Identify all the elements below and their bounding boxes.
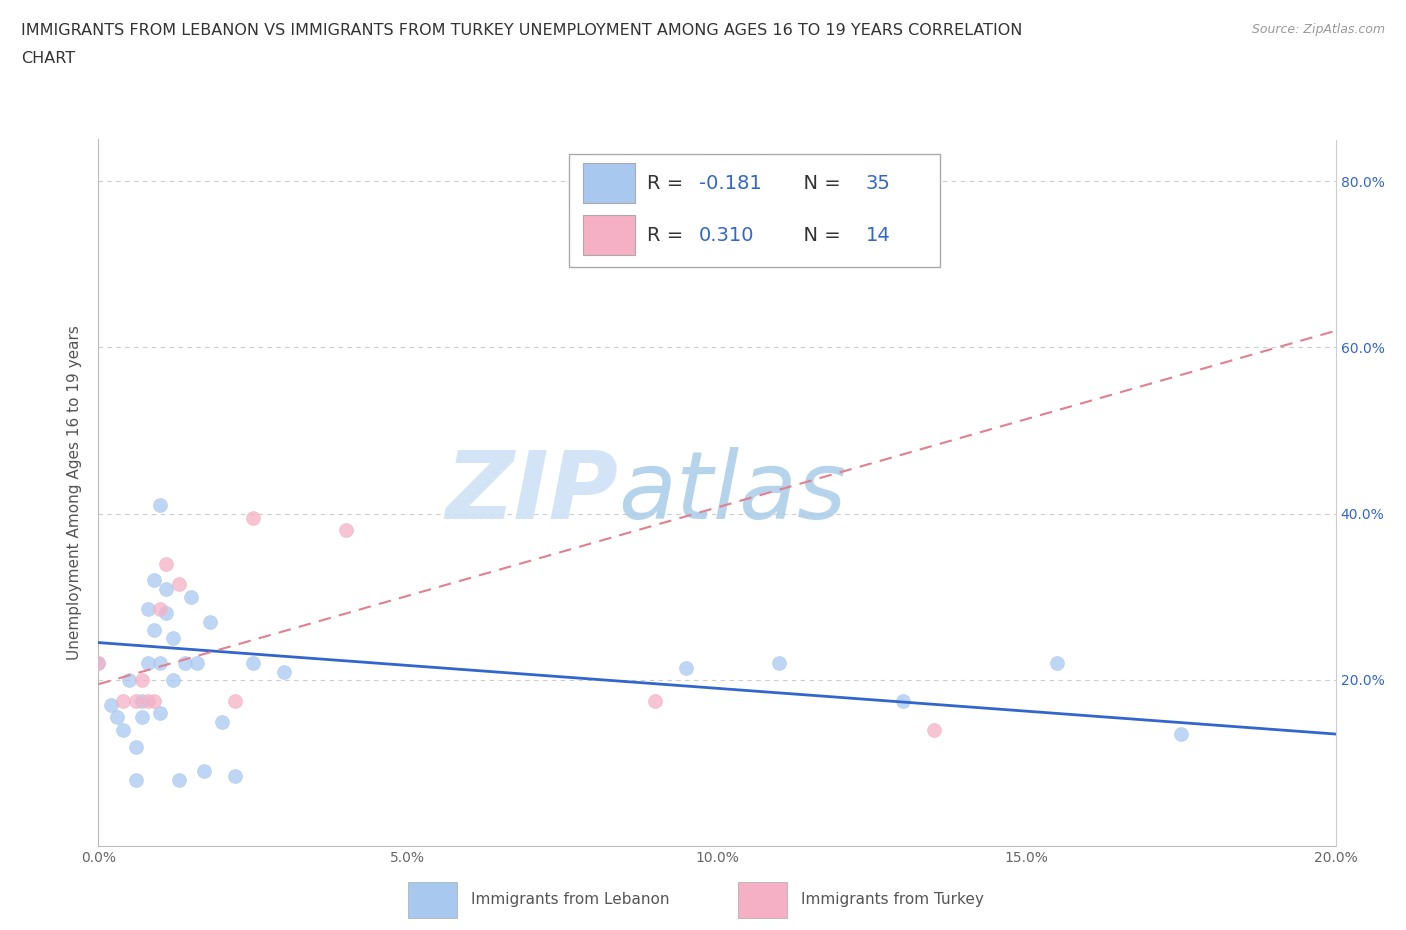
Point: [112, 694, 135, 709]
Point: [167, 772, 190, 787]
Text: R =: R =: [647, 226, 689, 245]
Point: [242, 656, 264, 671]
Point: [162, 631, 184, 645]
Point: [335, 523, 357, 538]
Point: [149, 498, 172, 512]
Text: CHART: CHART: [21, 51, 75, 66]
Point: [149, 706, 172, 721]
Text: -0.181: -0.181: [699, 174, 761, 193]
Text: 35: 35: [866, 174, 890, 193]
Point: [273, 664, 295, 679]
Point: [143, 623, 166, 638]
Point: [131, 710, 153, 724]
Text: ZIP: ZIP: [446, 447, 619, 538]
Point: [768, 656, 790, 671]
Point: [174, 656, 197, 671]
Text: Immigrants from Lebanon: Immigrants from Lebanon: [471, 892, 669, 908]
Point: [87, 656, 110, 671]
Point: [675, 660, 697, 675]
Point: [124, 739, 146, 754]
Point: [167, 577, 190, 591]
Text: atlas: atlas: [619, 447, 846, 538]
Point: [131, 694, 153, 709]
FancyBboxPatch shape: [738, 882, 787, 918]
Point: [143, 694, 166, 709]
Point: [118, 672, 141, 687]
Point: [242, 511, 264, 525]
Point: [891, 694, 914, 709]
Text: IMMIGRANTS FROM LEBANON VS IMMIGRANTS FROM TURKEY UNEMPLOYMENT AMONG AGES 16 TO : IMMIGRANTS FROM LEBANON VS IMMIGRANTS FR…: [21, 23, 1022, 38]
Point: [211, 714, 233, 729]
Point: [149, 602, 172, 617]
Point: [136, 694, 159, 709]
Point: [644, 694, 666, 709]
Point: [136, 602, 159, 617]
Text: 0.310: 0.310: [699, 226, 754, 245]
Point: [1046, 656, 1069, 671]
Point: [1170, 726, 1192, 741]
Point: [112, 723, 135, 737]
FancyBboxPatch shape: [568, 153, 939, 267]
Point: [155, 606, 177, 621]
Point: [143, 573, 166, 588]
Point: [193, 764, 215, 779]
Text: N =: N =: [792, 174, 848, 193]
Point: [198, 615, 221, 630]
FancyBboxPatch shape: [583, 163, 636, 204]
Point: [224, 768, 246, 783]
Point: [155, 556, 177, 571]
FancyBboxPatch shape: [583, 215, 636, 256]
Point: [149, 656, 172, 671]
Point: [131, 672, 153, 687]
Point: [124, 694, 146, 709]
Point: [100, 698, 122, 712]
Point: [186, 656, 208, 671]
Text: Immigrants from Turkey: Immigrants from Turkey: [801, 892, 984, 908]
Text: 14: 14: [866, 226, 890, 245]
Point: [124, 772, 146, 787]
Text: N =: N =: [792, 226, 848, 245]
Y-axis label: Unemployment Among Ages 16 to 19 years: Unemployment Among Ages 16 to 19 years: [67, 326, 83, 660]
Point: [105, 710, 128, 724]
Text: Source: ZipAtlas.com: Source: ZipAtlas.com: [1251, 23, 1385, 36]
FancyBboxPatch shape: [408, 882, 457, 918]
Point: [136, 656, 159, 671]
Point: [162, 672, 184, 687]
Point: [155, 581, 177, 596]
Text: R =: R =: [647, 174, 689, 193]
Point: [224, 694, 246, 709]
Point: [87, 656, 110, 671]
Point: [180, 590, 202, 604]
Point: [922, 723, 945, 737]
